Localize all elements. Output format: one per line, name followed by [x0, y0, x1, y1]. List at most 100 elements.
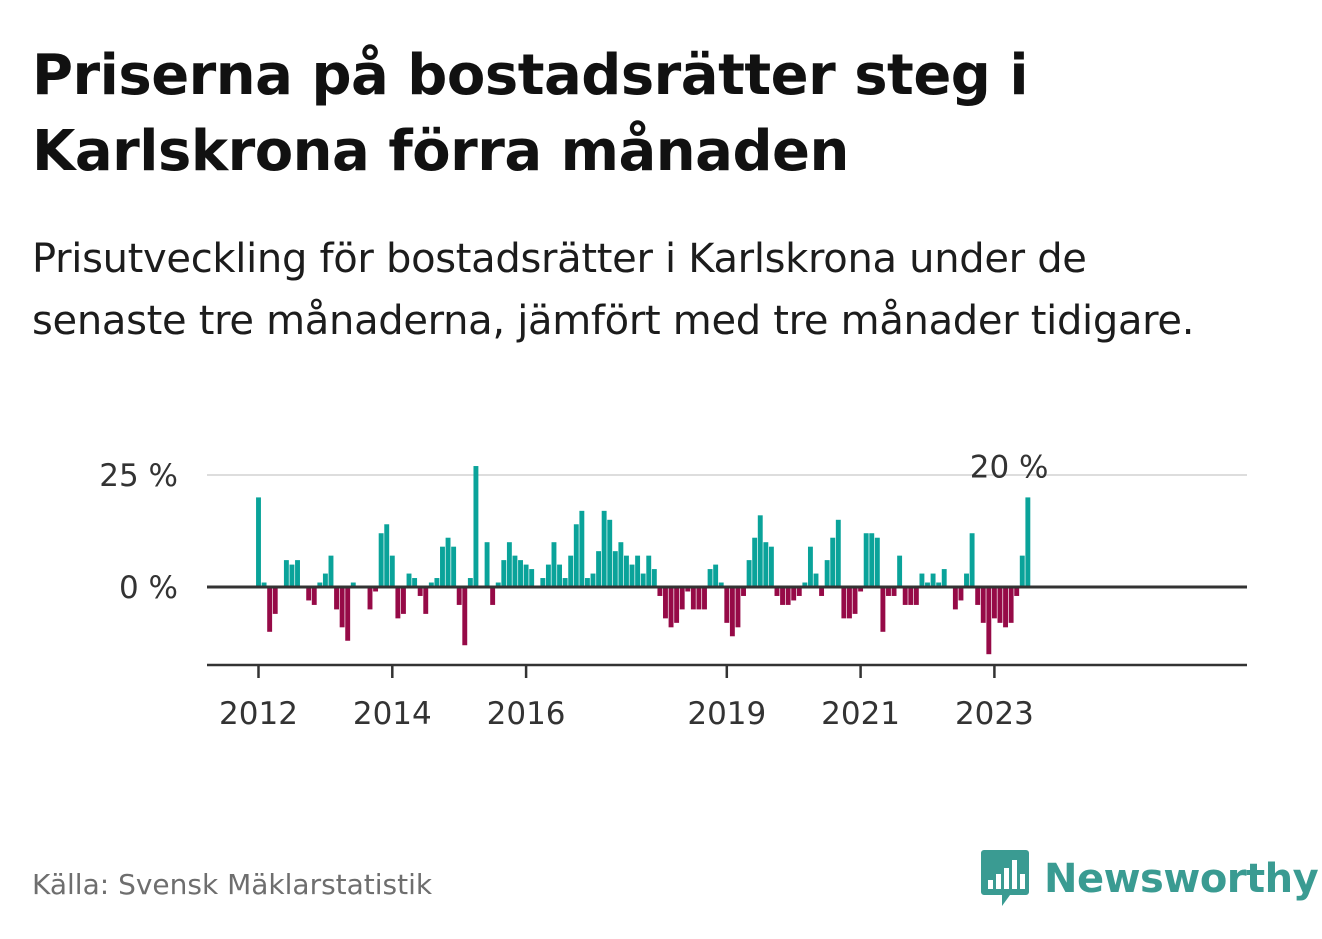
bar: [467, 578, 473, 587]
bar: [819, 587, 825, 596]
bar: [473, 466, 479, 587]
bar: [858, 587, 864, 592]
bar: [696, 587, 702, 610]
bar: [936, 582, 942, 587]
bar: [746, 560, 752, 587]
bar: [551, 542, 557, 587]
bar: [668, 587, 674, 628]
bar: [635, 555, 641, 587]
bar: [741, 587, 746, 596]
bar: [952, 587, 958, 610]
y-tick-labels: 25 % 0 %: [99, 458, 178, 606]
bar: [423, 587, 429, 614]
bar: [713, 564, 719, 587]
x-tick-label: 2023: [955, 696, 1034, 732]
x-ticks: 2012 2014 2016 2019 2021 2023: [219, 665, 1034, 732]
bar: [902, 587, 908, 605]
bar: [501, 560, 507, 587]
bar: [283, 560, 289, 587]
bar: [1003, 587, 1008, 628]
bar: [322, 573, 328, 587]
bar: [785, 587, 791, 605]
bar: [579, 510, 585, 587]
bar: [378, 533, 384, 587]
bar: [702, 587, 707, 610]
chart-subtitle: Prisutveckling för bostadsrätter i Karls…: [32, 236, 1195, 344]
bar: [445, 537, 451, 587]
bar: [568, 555, 574, 587]
bar: [646, 555, 652, 587]
bar: [295, 560, 300, 587]
bar: [261, 582, 267, 587]
bar: [958, 587, 964, 601]
bar: [841, 587, 847, 619]
bar: [529, 569, 535, 587]
x-tick-label: 2021: [821, 696, 900, 732]
bar: [768, 546, 774, 587]
bar-chart-logo-icon: [981, 850, 1029, 906]
bar: [267, 587, 273, 632]
bar: [512, 555, 518, 587]
bar: [584, 578, 590, 587]
bar: [1014, 587, 1020, 596]
bar: [345, 587, 351, 641]
bar: [780, 587, 785, 605]
bar: [690, 587, 696, 610]
bar: [557, 564, 562, 587]
bar: [545, 564, 551, 587]
bar: [991, 587, 997, 619]
bar: [350, 582, 356, 587]
bar: [657, 587, 663, 596]
bar: [752, 537, 758, 587]
newsworthy-logo: Newsworthy: [980, 848, 1319, 910]
bar: [964, 573, 969, 587]
bar: [311, 587, 317, 605]
bar: [462, 587, 468, 646]
bar: [562, 578, 568, 587]
bar: [417, 587, 423, 596]
bar: [807, 546, 813, 587]
bar: [835, 519, 841, 587]
bar: [1008, 587, 1014, 623]
bar: [651, 569, 657, 587]
bar: [847, 587, 852, 619]
bar: [913, 587, 919, 605]
bar: [540, 578, 546, 587]
bar: [679, 587, 685, 610]
bar: [802, 582, 808, 587]
x-tick-label: 2019: [687, 696, 766, 732]
bar: [886, 587, 891, 596]
bar: [791, 587, 797, 601]
bar: [986, 587, 992, 655]
y-tick-label-0: 0 %: [119, 570, 178, 606]
bar: [874, 537, 880, 587]
bar: [941, 569, 947, 587]
bar: [813, 573, 819, 587]
bar: [612, 551, 618, 587]
bar: [685, 587, 691, 592]
bar: [629, 564, 635, 587]
bar: [339, 587, 345, 628]
bar: [412, 578, 418, 587]
bar: [707, 569, 713, 587]
bar: [272, 587, 278, 614]
bar: [908, 587, 914, 605]
bar: [774, 587, 780, 596]
bar: [674, 587, 680, 623]
bar: [523, 564, 529, 587]
bar: [306, 587, 312, 601]
x-tick-label: 2012: [219, 696, 298, 732]
bar: [975, 587, 981, 605]
bar: [406, 573, 412, 587]
bar: [1025, 497, 1031, 587]
bar: [317, 582, 323, 587]
bar: [863, 533, 869, 587]
bar: [724, 587, 730, 623]
bar: [573, 524, 579, 587]
bar: [640, 573, 646, 587]
bar: [830, 537, 836, 587]
bar: [663, 587, 668, 619]
bar: [490, 587, 496, 605]
bar: [389, 555, 395, 587]
